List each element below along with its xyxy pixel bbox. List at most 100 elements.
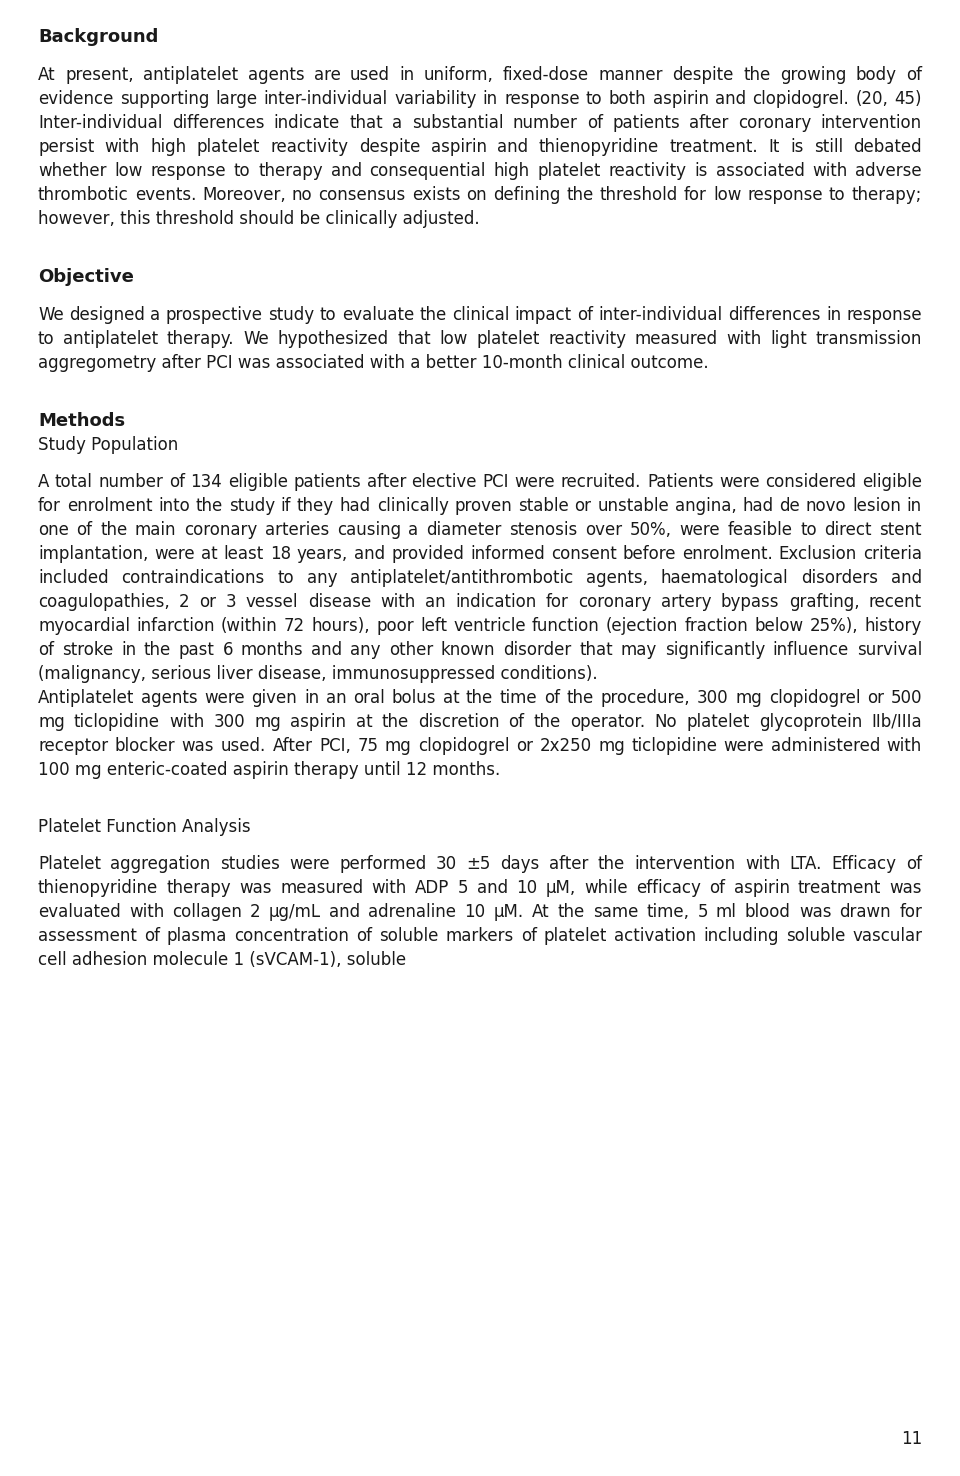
Text: 75: 75 xyxy=(357,737,378,754)
Text: the: the xyxy=(534,713,561,731)
Text: antiplatelet/antithrombotic: antiplatelet/antithrombotic xyxy=(350,568,573,587)
Text: assessment: assessment xyxy=(38,927,137,945)
Text: consensus: consensus xyxy=(319,186,406,205)
Text: plasma: plasma xyxy=(167,927,228,945)
Text: causing: causing xyxy=(337,521,401,539)
Text: same: same xyxy=(592,903,638,921)
Text: any: any xyxy=(350,641,381,658)
Text: and: and xyxy=(497,139,528,156)
Text: time,: time, xyxy=(646,903,689,921)
Text: Antiplatelet: Antiplatelet xyxy=(38,689,134,707)
Text: enrolment: enrolment xyxy=(66,497,153,515)
Text: (20,: (20, xyxy=(855,90,888,108)
Text: prospective: prospective xyxy=(166,307,263,325)
Text: blocker: blocker xyxy=(114,737,176,754)
Text: thrombotic: thrombotic xyxy=(38,186,129,205)
Text: was: was xyxy=(239,878,272,897)
Text: soluble: soluble xyxy=(785,927,845,945)
Text: with: with xyxy=(887,737,922,754)
Text: low: low xyxy=(114,162,143,180)
Text: with: with xyxy=(105,139,140,156)
Text: Platelet: Platelet xyxy=(38,855,101,872)
Text: were: were xyxy=(204,689,245,707)
Text: infarction: infarction xyxy=(136,617,215,635)
Text: the: the xyxy=(566,689,594,707)
Text: eligible: eligible xyxy=(862,472,922,490)
Text: the: the xyxy=(100,521,128,539)
Text: stable: stable xyxy=(517,497,568,515)
Text: or: or xyxy=(200,593,216,611)
Text: and: and xyxy=(311,641,343,658)
Text: response: response xyxy=(847,307,922,325)
Text: of: of xyxy=(77,521,92,539)
Text: or: or xyxy=(574,497,591,515)
Text: before: before xyxy=(622,545,676,562)
Text: fixed-dose: fixed-dose xyxy=(503,66,589,84)
Text: hours),: hours), xyxy=(311,617,370,635)
Text: bypass: bypass xyxy=(721,593,780,611)
Text: efficacy: efficacy xyxy=(636,878,701,897)
Text: (ejection: (ejection xyxy=(606,617,679,635)
Text: known: known xyxy=(441,641,495,658)
Text: were: were xyxy=(289,855,330,872)
Text: of: of xyxy=(169,472,185,490)
Text: implantation,: implantation, xyxy=(38,545,149,562)
Text: response: response xyxy=(747,186,823,205)
Text: reactivity: reactivity xyxy=(548,331,626,348)
Text: associated: associated xyxy=(716,162,804,180)
Text: (within: (within xyxy=(221,617,277,635)
Text: of: of xyxy=(509,713,524,731)
Text: despite: despite xyxy=(359,139,420,156)
Text: ml: ml xyxy=(716,903,736,921)
Text: μM.: μM. xyxy=(493,903,523,921)
Text: platelet: platelet xyxy=(538,162,601,180)
Text: differences: differences xyxy=(172,115,264,133)
Text: At: At xyxy=(38,66,56,84)
Text: patients: patients xyxy=(294,472,361,490)
Text: used.: used. xyxy=(221,737,266,754)
Text: discretion: discretion xyxy=(418,713,499,731)
Text: novo: novo xyxy=(805,497,847,515)
Text: inter-individual: inter-individual xyxy=(598,307,723,325)
Text: recent: recent xyxy=(869,593,922,611)
Text: below: below xyxy=(755,617,804,635)
Text: persist: persist xyxy=(38,139,94,156)
Text: time: time xyxy=(500,689,538,707)
Text: response: response xyxy=(504,90,580,108)
Text: left: left xyxy=(420,617,447,635)
Text: poor: poor xyxy=(376,617,414,635)
Text: LTA.: LTA. xyxy=(790,855,822,872)
Text: 18: 18 xyxy=(270,545,291,562)
Text: to: to xyxy=(320,307,336,325)
Text: a: a xyxy=(408,521,419,539)
Text: mg: mg xyxy=(735,689,762,707)
Text: We: We xyxy=(243,331,269,348)
Text: 50%,: 50%, xyxy=(630,521,672,539)
Text: A: A xyxy=(38,472,49,490)
Text: to: to xyxy=(829,186,846,205)
Text: aggregometry after PCI was associated with a better 10-month clinical outcome.: aggregometry after PCI was associated wi… xyxy=(38,354,708,372)
Text: mg: mg xyxy=(385,737,412,754)
Text: on: on xyxy=(467,186,487,205)
Text: contraindications: contraindications xyxy=(121,568,265,587)
Text: 2: 2 xyxy=(180,593,190,611)
Text: arteries: arteries xyxy=(265,521,329,539)
Text: number: number xyxy=(513,115,578,133)
Text: concentration: concentration xyxy=(234,927,349,945)
Text: stent: stent xyxy=(879,521,922,539)
Text: unstable: unstable xyxy=(597,497,669,515)
Text: clopidogrel: clopidogrel xyxy=(769,689,860,707)
Text: of: of xyxy=(38,641,54,658)
Text: procedure,: procedure, xyxy=(601,689,690,707)
Text: We: We xyxy=(38,307,63,325)
Text: 45): 45) xyxy=(895,90,922,108)
Text: eligible: eligible xyxy=(228,472,288,490)
Text: survival: survival xyxy=(856,641,922,658)
Text: were: were xyxy=(515,472,556,490)
Text: and: and xyxy=(330,162,362,180)
Text: of: of xyxy=(520,927,537,945)
Text: feasible: feasible xyxy=(728,521,793,539)
Text: consent: consent xyxy=(551,545,616,562)
Text: haematological: haematological xyxy=(660,568,788,587)
Text: of: of xyxy=(544,689,560,707)
